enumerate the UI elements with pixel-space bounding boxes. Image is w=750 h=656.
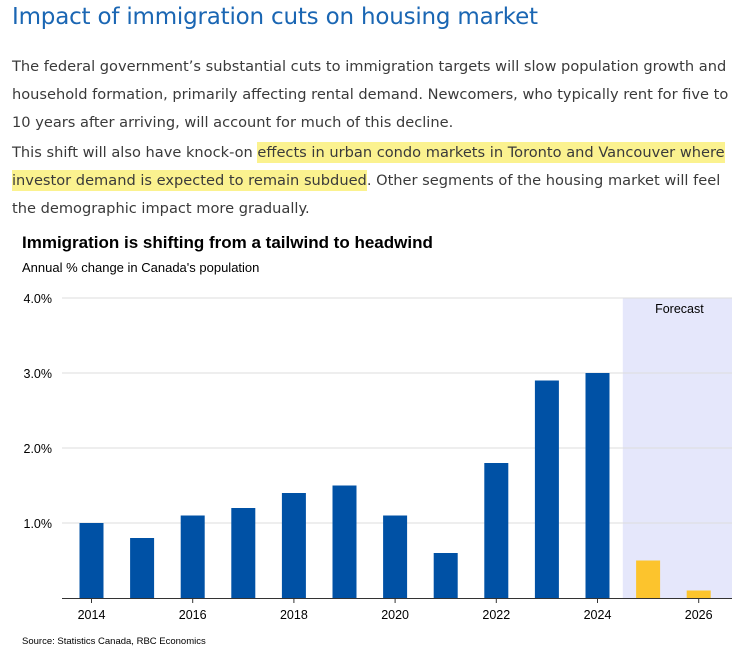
paragraph-2-lead: This shift will also have knock-on bbox=[12, 144, 258, 161]
chart-source: Source: Statistics Canada, RBC Economics bbox=[22, 636, 206, 647]
y-tick-label: 3.0% bbox=[24, 367, 53, 381]
bar bbox=[180, 515, 205, 598]
bar bbox=[231, 508, 256, 598]
x-tick-label: 2020 bbox=[381, 608, 409, 622]
y-tick-label: 4.0% bbox=[24, 292, 53, 306]
bar bbox=[585, 373, 610, 598]
bar bbox=[484, 463, 509, 598]
article-paragraph-1: The federal government’s substantial cut… bbox=[12, 58, 729, 131]
x-tick-label: 2014 bbox=[78, 608, 106, 622]
bar-chart: Forecast 1.0% 2.0% 3.0% 4.0% 2014 2016 2018 2020… bbox=[24, 292, 732, 622]
bar bbox=[79, 523, 104, 598]
chart-title: Immigration is shifting from a tailwind … bbox=[22, 233, 433, 252]
x-tick-label: 2026 bbox=[685, 608, 713, 622]
bar bbox=[534, 380, 559, 598]
forecast-bar bbox=[686, 590, 711, 598]
x-tick-label: 2018 bbox=[280, 608, 308, 622]
bar bbox=[281, 493, 306, 598]
chart-subtitle: Annual % change in Canada's population bbox=[22, 260, 260, 275]
bar bbox=[332, 485, 357, 598]
y-tick-label: 1.0% bbox=[24, 517, 53, 531]
paragraph-2-tail: . Other segments of the housing market w… bbox=[12, 172, 721, 217]
x-tick-label: 2016 bbox=[179, 608, 207, 622]
bar bbox=[383, 515, 408, 598]
x-tick-label: 2024 bbox=[584, 608, 612, 622]
article-paragraph-2: This shift will also have knock-on effec… bbox=[12, 139, 734, 223]
forecast-label: Forecast bbox=[655, 302, 704, 316]
article-title: Impact of immigration cuts on housing ma… bbox=[12, 4, 538, 30]
x-tick-label: 2022 bbox=[482, 608, 510, 622]
forecast-bar bbox=[636, 560, 661, 598]
bar bbox=[433, 553, 458, 598]
bar bbox=[130, 538, 155, 598]
y-tick-label: 2.0% bbox=[24, 442, 53, 456]
